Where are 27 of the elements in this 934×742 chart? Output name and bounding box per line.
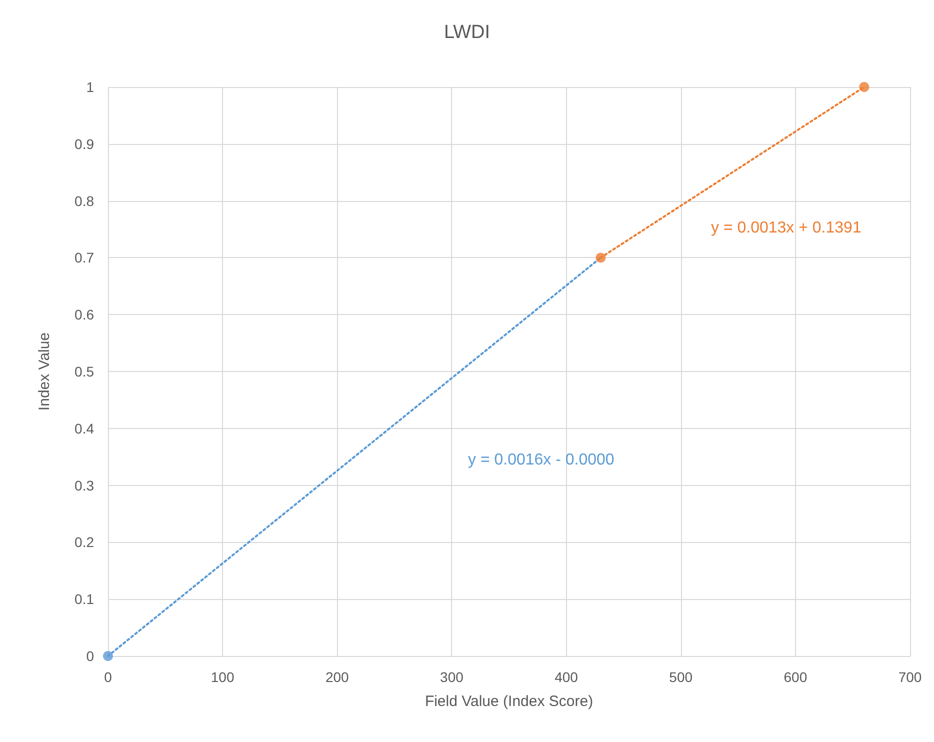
y-tick-label: 0.6 xyxy=(74,306,94,323)
y-tick-label: 0.2 xyxy=(74,534,94,550)
y-tick-label: 0 xyxy=(86,648,94,664)
y-tick-label: 0.4 xyxy=(74,420,94,436)
x-tick-label: 200 xyxy=(325,669,350,685)
y-tick-label: 0.3 xyxy=(74,477,94,494)
x-axis-title: Field Value (Index Score) xyxy=(424,693,594,710)
x-tick-label: 300 xyxy=(440,669,464,685)
x-tick-label: 0 xyxy=(104,669,112,685)
point xyxy=(103,651,113,661)
chart-title: LWDI xyxy=(444,22,490,43)
y-axis-title: Index Value xyxy=(36,332,53,411)
point xyxy=(859,82,870,92)
annotation: y = 0.0016x - 0.0000 xyxy=(468,452,614,468)
x-tick-label: 700 xyxy=(898,669,922,685)
y-tick-label: 0.8 xyxy=(74,192,94,209)
x-tick-label: 600 xyxy=(784,669,808,685)
x-tick-label: 100 xyxy=(210,669,234,685)
x-tick-label: 500 xyxy=(669,669,693,685)
point xyxy=(596,252,606,263)
y-tick-label: 0.1 xyxy=(74,591,94,608)
y-tick-label: 0.9 xyxy=(74,136,94,152)
y-tick-label: 1 xyxy=(86,79,94,95)
y-tick-label: 0.7 xyxy=(74,250,94,266)
y-tick-label: 0.5 xyxy=(74,364,94,380)
x-tick-label: 400 xyxy=(554,669,578,685)
annotation: y = 0.0013x + 0.1391 xyxy=(711,220,862,236)
